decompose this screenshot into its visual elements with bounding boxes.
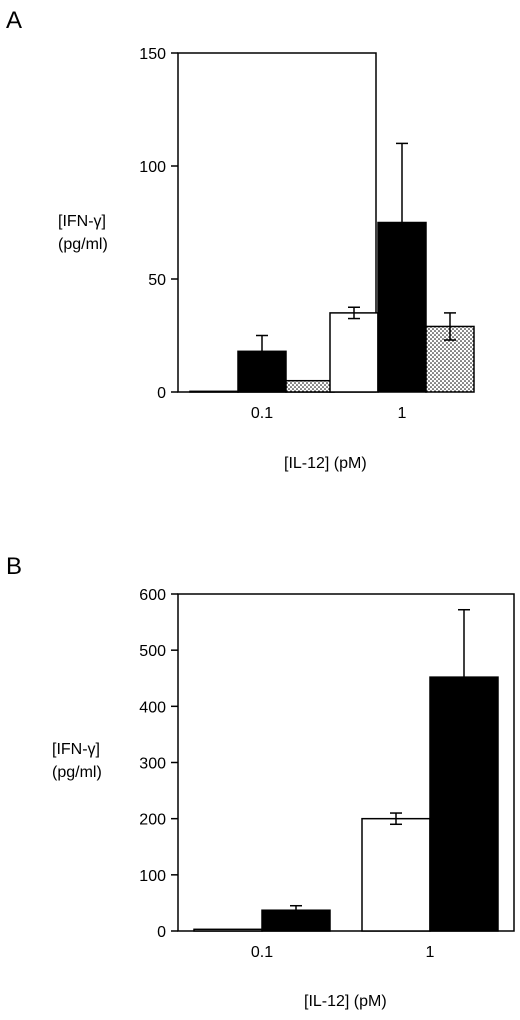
y-tick-label: 400: [139, 699, 166, 716]
y-tick-label: 50: [148, 272, 166, 289]
x-tick-label: 0.1: [251, 944, 273, 961]
panel-letter-a: A: [6, 7, 22, 34]
y-axis-label-line2: (pg/ml): [52, 764, 102, 781]
y-axis-label-line1: [IFN-γ]: [52, 741, 100, 758]
y-axis-label-line1: [IFN-γ]: [58, 213, 106, 230]
plot-area-b: 0 100 200 300 400 500 600 0.1 1: [139, 587, 515, 961]
chart-panel-b: B [IFN-γ] (pg/ml) [IL-12] (pM) 0 100 200 30…: [6, 553, 515, 1010]
bar: [429, 676, 499, 932]
x-axis-label: [IL-12] (pM): [284, 455, 367, 472]
bar: [285, 379, 335, 393]
y-tick-label: 500: [139, 643, 166, 660]
y-tick-label: 150: [139, 46, 166, 63]
y-tick-label: 300: [139, 756, 166, 773]
plot-area-a: 0 50 100 150 0.1 1: [139, 46, 475, 422]
bar: [193, 928, 263, 932]
bar: [361, 817, 431, 932]
x-tick-label: 1: [398, 405, 407, 422]
bar: [329, 312, 379, 393]
panel-letter-b: B: [6, 553, 22, 580]
x-tick-label: 1: [426, 944, 435, 961]
bar: [237, 350, 287, 393]
bar: [189, 390, 239, 393]
y-tick-label: 0: [157, 924, 166, 941]
y-tick-label: 200: [139, 812, 166, 829]
y-tick-label: 100: [139, 159, 166, 176]
bar: [261, 909, 331, 932]
x-axis-label: [IL-12] (pM): [304, 993, 387, 1010]
y-tick-label: 0: [157, 385, 166, 402]
x-tick-label: 0.1: [251, 405, 273, 422]
chart-panel-a: A [IFN-γ] (pg/ml) [IL-12] (pM) 0 50 100 150…: [6, 7, 475, 472]
y-tick-label: 100: [139, 868, 166, 885]
y-tick-label: 600: [139, 587, 166, 604]
y-axis-label-line2: (pg/ml): [58, 236, 108, 253]
bar: [377, 221, 427, 393]
